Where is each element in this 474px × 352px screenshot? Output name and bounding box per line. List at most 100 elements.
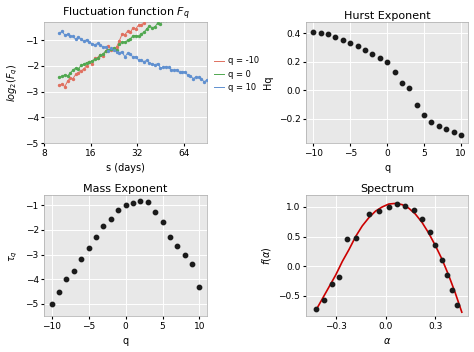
Point [435,123,443,129]
Point [122,202,129,208]
Point [401,203,409,209]
Point [129,201,137,206]
Y-axis label: $f(\alpha)$: $f(\alpha)$ [260,246,273,265]
Point [137,31,145,37]
Point [88,62,96,67]
Point [127,51,134,57]
Point [443,126,450,132]
Point [121,54,128,60]
q = 10 [87,40,92,44]
Point [107,216,115,221]
Point [137,198,144,203]
Point [170,68,178,73]
Point [162,4,170,10]
Point [361,47,369,52]
Point [184,72,191,78]
Point [91,56,99,62]
Point [127,30,134,35]
Point [179,69,186,75]
Point [146,60,153,66]
q = -10 [56,83,62,87]
Point [201,79,208,85]
Point [420,112,428,118]
Point [413,102,420,107]
Point [108,45,115,51]
Point [116,50,123,55]
Point [159,64,167,70]
Point [102,44,109,50]
X-axis label: $\alpha$: $\alpha$ [383,337,392,346]
Line: q = 10: q = 10 [59,31,207,82]
Point [64,73,71,79]
Point [168,0,175,4]
Point [165,0,173,4]
Point [83,63,91,68]
Y-axis label: Hq: Hq [263,76,273,89]
q = 10 [114,50,119,54]
Point [391,69,398,75]
Legend: q = -10, q = 0, q = 10: q = -10, q = 0, q = 10 [214,56,259,92]
Point [58,74,66,79]
Point [320,297,328,303]
Point [105,48,112,54]
Point [159,18,167,23]
q = -10 [62,84,68,89]
Point [156,65,164,70]
Point [132,33,140,38]
Point [190,0,197,5]
Point [328,281,336,287]
Point [69,33,77,39]
Point [137,58,145,63]
Point [154,61,162,67]
Point [173,8,181,14]
Point [166,234,174,240]
Point [66,75,74,81]
Point [176,8,183,14]
Point [80,66,88,72]
Point [77,68,85,74]
Point [148,61,156,67]
Point [418,216,426,222]
Point [129,33,137,38]
Point [99,44,107,50]
Point [132,26,140,32]
q = 0 [73,66,79,70]
Point [181,252,189,257]
Point [168,13,175,19]
Point [70,268,78,274]
Point [105,44,112,49]
Point [99,53,107,59]
Point [69,67,77,73]
Point [99,51,107,57]
Point [457,132,465,137]
Point [83,37,91,42]
q = -10 [114,45,119,49]
Point [113,49,120,55]
Point [108,46,115,52]
q = 10 [59,29,65,33]
Point [77,63,85,68]
Point [116,41,123,46]
Point [179,7,186,12]
Point [100,223,107,229]
Point [110,46,118,52]
Point [335,274,343,279]
Y-axis label: $log_2(F_q)$: $log_2(F_q)$ [6,63,20,102]
Point [181,69,189,75]
Point [124,38,131,43]
Point [453,302,461,307]
Point [118,49,126,55]
Point [162,18,170,23]
Point [151,62,159,68]
q = 10 [56,31,62,36]
Point [72,37,80,42]
Point [121,39,128,45]
Point [143,57,151,63]
Point [135,57,142,63]
Point [48,301,55,307]
Point [406,85,413,90]
Line: q = 0: q = 0 [59,0,207,77]
q = -10 [75,70,81,75]
q = 0 [111,46,117,50]
Point [63,276,70,282]
